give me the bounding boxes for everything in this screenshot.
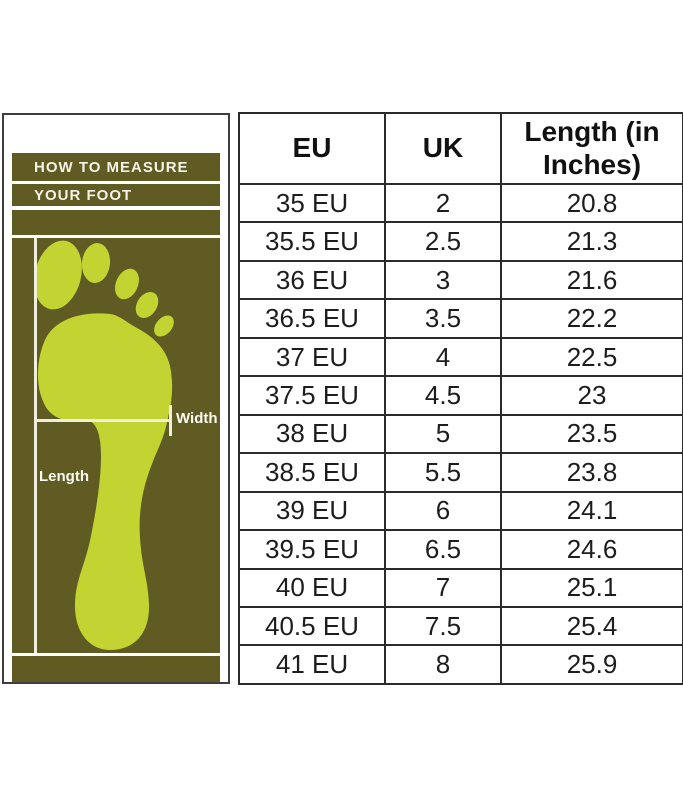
measure-guide-panel: HOW TO MEASURE YOUR FOOT Width Length bbox=[2, 113, 230, 684]
size-cell: 23.5 bbox=[500, 413, 683, 455]
size-cell: 36.5 EU bbox=[238, 298, 386, 339]
size-cell: 3.5 bbox=[384, 298, 502, 339]
size-cell: 5.5 bbox=[384, 452, 502, 493]
table-row: 39 EU 6 24.1 bbox=[238, 490, 683, 532]
size-cell: 22.5 bbox=[500, 336, 683, 378]
table-row: 36.5 EU 3.5 22.2 bbox=[238, 298, 683, 339]
panel-decor-band bbox=[12, 210, 220, 235]
header-uk: UK bbox=[384, 112, 502, 185]
size-cell: 4 bbox=[384, 336, 502, 378]
header-length: Length (in Inches) bbox=[500, 112, 683, 185]
size-cell: 37 EU bbox=[238, 336, 386, 378]
header-eu: EU bbox=[238, 112, 386, 185]
width-measure-tick bbox=[169, 405, 172, 436]
size-cell: 23.8 bbox=[500, 452, 683, 493]
size-cell: 8 bbox=[384, 644, 502, 685]
foot-measure-area: Width Length bbox=[12, 238, 220, 653]
size-cell: 3 bbox=[384, 259, 502, 301]
size-cell: 4.5 bbox=[384, 375, 502, 416]
table-row: 38 EU 5 23.5 bbox=[238, 413, 683, 455]
size-cell: 21.6 bbox=[500, 259, 683, 301]
size-conversion-table: EU UK Length (in Inches) 35 EU 2 20.8 35.5 … bbox=[238, 112, 683, 685]
size-cell: 41 EU bbox=[238, 644, 386, 685]
width-measure-line bbox=[34, 419, 169, 422]
size-cell: 38.5 EU bbox=[238, 452, 386, 493]
table-row: 39.5 EU 6.5 24.6 bbox=[238, 529, 683, 570]
size-table-body: 35 EU 2 20.8 35.5 EU 2.5 21.3 36 EU 3 21.6 36.5 E… bbox=[238, 182, 683, 685]
table-row: 40.5 EU 7.5 25.4 bbox=[238, 605, 683, 647]
size-cell: 38 EU bbox=[238, 413, 386, 455]
panel-heading-line2: YOUR FOOT bbox=[12, 184, 220, 206]
size-cell: 25.1 bbox=[500, 567, 683, 608]
size-cell: 21.3 bbox=[500, 221, 683, 262]
panel-top-spacer bbox=[12, 115, 220, 153]
size-table-header: EU UK Length (in Inches) bbox=[238, 112, 683, 185]
size-cell: 24.6 bbox=[500, 529, 683, 570]
size-cell: 24.1 bbox=[500, 490, 683, 532]
table-row: 35 EU 2 20.8 bbox=[238, 182, 683, 224]
footprint-icon bbox=[34, 240, 174, 651]
table-row: 36 EU 3 21.6 bbox=[238, 259, 683, 301]
size-cell: 5 bbox=[384, 413, 502, 455]
size-cell: 2 bbox=[384, 182, 502, 224]
header-row: EU UK Length (in Inches) bbox=[238, 112, 683, 185]
panel-bottom-band bbox=[12, 656, 220, 682]
size-cell: 22.2 bbox=[500, 298, 683, 339]
size-cell: 23 bbox=[500, 375, 683, 416]
length-label: Length bbox=[39, 468, 89, 485]
size-cell: 39.5 EU bbox=[238, 529, 386, 570]
size-cell: 35.5 EU bbox=[238, 221, 386, 262]
length-measure-line bbox=[34, 238, 37, 653]
size-cell: 40 EU bbox=[238, 567, 386, 608]
table-row: 37.5 EU 4.5 23 bbox=[238, 375, 683, 416]
table-row: 40 EU 7 25.1 bbox=[238, 567, 683, 608]
size-cell: 2.5 bbox=[384, 221, 502, 262]
size-cell: 25.4 bbox=[500, 605, 683, 647]
footprint-shapes bbox=[34, 240, 174, 651]
width-label: Width bbox=[176, 410, 218, 427]
size-cell: 40.5 EU bbox=[238, 605, 386, 647]
size-cell: 36 EU bbox=[238, 259, 386, 301]
size-cell: 7 bbox=[384, 567, 502, 608]
size-cell: 6.5 bbox=[384, 529, 502, 570]
size-cell: 7.5 bbox=[384, 605, 502, 647]
table-row: 38.5 EU 5.5 23.8 bbox=[238, 452, 683, 493]
size-cell: 35 EU bbox=[238, 182, 386, 224]
table-row: 41 EU 8 25.9 bbox=[238, 644, 683, 685]
panel-heading-line1: HOW TO MEASURE bbox=[12, 153, 220, 181]
size-cell: 39 EU bbox=[238, 490, 386, 532]
table-row: 37 EU 4 22.5 bbox=[238, 336, 683, 378]
size-cell: 25.9 bbox=[500, 644, 683, 685]
size-cell: 6 bbox=[384, 490, 502, 532]
size-cell: 20.8 bbox=[500, 182, 683, 224]
size-cell: 37.5 EU bbox=[238, 375, 386, 416]
table-row: 35.5 EU 2.5 21.3 bbox=[238, 221, 683, 262]
